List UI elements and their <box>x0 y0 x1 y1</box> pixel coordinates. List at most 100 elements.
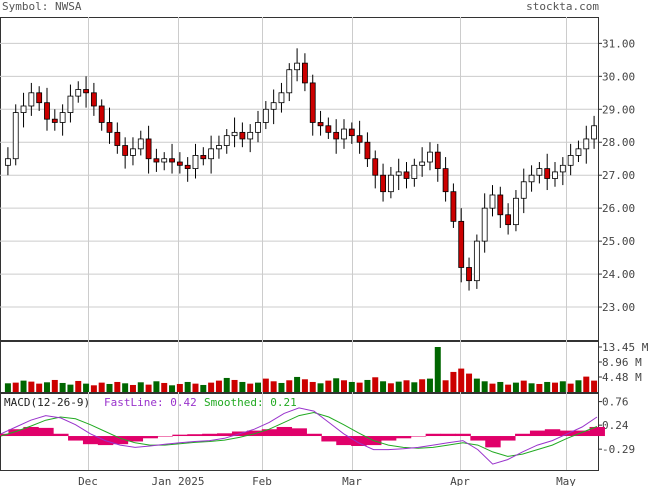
candle-up <box>12 112 19 160</box>
volume-bar <box>458 368 465 392</box>
volume-bar <box>20 380 27 392</box>
volume-bar <box>67 384 74 392</box>
macd-histogram-bar <box>425 433 442 437</box>
candle-up <box>59 112 66 123</box>
macd-histogram-bar <box>38 427 54 437</box>
volume-bar <box>583 376 590 392</box>
macd-histogram-bar <box>217 433 233 437</box>
candle-up <box>231 131 238 137</box>
macd-histogram-bar <box>172 434 188 437</box>
macd-smoothed-line <box>0 411 598 457</box>
candle-down <box>372 158 379 176</box>
volume-bar <box>129 384 136 392</box>
candle-down <box>333 131 340 140</box>
candle-down <box>364 141 371 160</box>
candle-down <box>83 89 89 94</box>
volume-bar <box>192 383 199 392</box>
candle-up <box>247 131 254 140</box>
macd-histogram-bar <box>574 430 591 437</box>
macd-histogram-bar <box>82 436 99 445</box>
candle-down <box>169 158 175 163</box>
candle-down <box>184 164 191 170</box>
volume-bar <box>552 382 559 392</box>
volume-bar <box>286 380 293 392</box>
candle-down <box>114 131 121 146</box>
candle-down <box>302 62 308 84</box>
volume-bar <box>239 381 246 392</box>
candle-up <box>75 89 82 97</box>
price-tick-label: 25.00 <box>602 235 635 248</box>
candle-up <box>278 92 285 104</box>
macd-histogram-bar <box>410 436 427 437</box>
volume-bar <box>426 378 433 392</box>
candle-down <box>325 125 332 133</box>
volume-bar <box>309 381 316 392</box>
macd-histogram-bar <box>291 428 307 437</box>
volume-bar <box>559 381 566 392</box>
candle-up <box>192 155 199 170</box>
candle-up <box>536 168 543 176</box>
volume-bar <box>75 380 82 392</box>
macd-histogram-bar <box>395 436 412 439</box>
volume-bar <box>262 378 269 392</box>
volume-bar <box>270 381 277 392</box>
candle-up <box>591 125 597 140</box>
macd-histogram-bar <box>440 433 456 437</box>
macd-tick-label: -0.29 <box>602 443 635 456</box>
date-axis: Dec Jan 2025 Feb Mar Apr May <box>78 475 576 486</box>
macd-histogram-bar <box>351 436 367 446</box>
date-tick-label: Dec <box>78 475 98 486</box>
macd-histogram-bar <box>515 433 531 437</box>
macd-histogram-bar <box>306 433 322 437</box>
candle-up <box>137 138 144 150</box>
candle-up <box>387 174 394 193</box>
candle-down <box>200 155 207 160</box>
macd-smoothed-label: Smoothed: 0.21 <box>204 396 297 409</box>
candle-up <box>473 240 480 282</box>
candle-up <box>552 171 558 179</box>
volume-bar <box>36 383 43 392</box>
candle-up <box>208 148 215 160</box>
volume-bar <box>528 383 535 392</box>
volume-bar <box>122 383 129 392</box>
candle-up <box>513 197 519 226</box>
volume-bar <box>442 380 449 392</box>
candle-up <box>130 148 136 156</box>
panel-frame-1 <box>0 341 599 393</box>
volume-bar <box>544 381 551 392</box>
volume-bar <box>481 381 488 392</box>
volume-bar <box>98 382 105 392</box>
macd-histogram-bar <box>321 436 337 442</box>
volume-bar <box>114 381 121 392</box>
candle-down <box>450 191 457 222</box>
macd-histogram-bar <box>276 426 293 437</box>
macd-histogram-bar <box>380 436 397 441</box>
candle-down <box>544 168 551 179</box>
macd-histogram-bar <box>202 433 218 437</box>
volume-bar <box>466 373 473 392</box>
volume-bar <box>380 381 387 392</box>
macd-histogram-bar <box>142 436 158 439</box>
volume-bar <box>505 384 512 392</box>
volume-bar <box>137 382 144 392</box>
volume-bar <box>567 383 574 392</box>
volume-tick-label: 13.45 M <box>602 341 649 354</box>
volume-bar <box>161 382 168 392</box>
volume-bar <box>395 381 402 392</box>
candle-down <box>90 92 97 107</box>
volume-bar <box>294 376 301 392</box>
macd-histogram-bar <box>455 433 471 437</box>
volume-bar <box>247 383 254 392</box>
candle-up <box>28 92 35 107</box>
volume-bar <box>28 381 35 392</box>
candle-down <box>434 151 441 170</box>
price-axis: 31.00 30.00 29.00 28.00 27.00 26.00 25.00 24.00… <box>0 37 635 314</box>
volume-bar <box>403 380 410 392</box>
volume-bar <box>169 385 176 392</box>
volume-bar <box>4 383 11 392</box>
macd-histogram-bar <box>187 434 203 437</box>
volume-bar <box>59 382 66 392</box>
macd-histogram-bar <box>53 433 69 437</box>
macd-histogram-bar <box>470 436 486 441</box>
volume-axis: 13.45 M 8.96 M 4.48 M <box>598 341 649 384</box>
